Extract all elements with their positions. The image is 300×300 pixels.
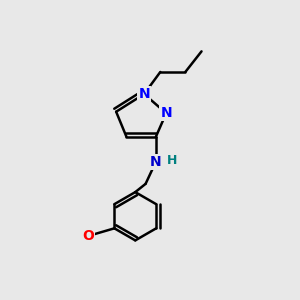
Text: N: N: [160, 106, 172, 120]
Text: O: O: [82, 229, 94, 243]
Text: N: N: [138, 87, 150, 101]
Text: H: H: [167, 154, 178, 167]
Text: N: N: [150, 155, 162, 169]
